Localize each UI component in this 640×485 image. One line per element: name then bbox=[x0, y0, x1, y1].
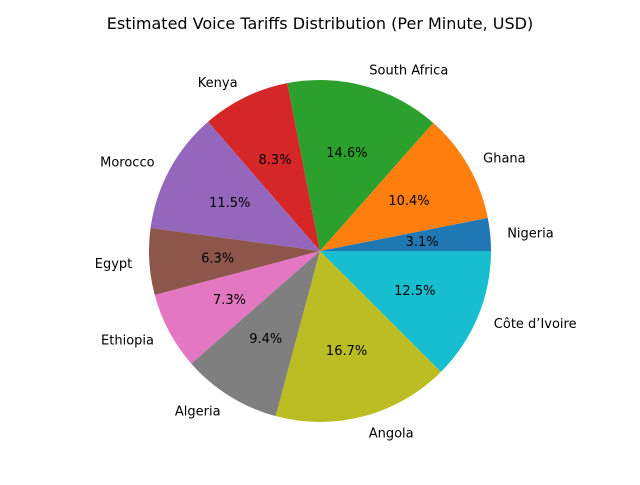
slice-percent-label: 3.1% bbox=[406, 235, 439, 250]
pie-slice-algeria bbox=[191, 251, 320, 417]
pie-slice-morocco bbox=[150, 121, 320, 252]
slice-percent-label: 6.3% bbox=[201, 251, 234, 266]
slice-label: Egypt bbox=[95, 257, 133, 272]
slice-label: South Africa bbox=[369, 63, 448, 78]
slice-percent-label: 8.3% bbox=[259, 153, 292, 168]
slice-percent-label: 14.6% bbox=[326, 146, 367, 161]
slice-label: Morocco bbox=[100, 156, 154, 171]
slice-label: Algeria bbox=[175, 405, 221, 420]
pie-slice-south-africa bbox=[287, 80, 434, 251]
slice-label: Angola bbox=[369, 427, 414, 442]
pie-slice-c-te-d-ivoire bbox=[320, 251, 491, 372]
slice-label: Ethiopia bbox=[101, 333, 154, 348]
pie-slice-ethiopia bbox=[154, 251, 320, 364]
slice-percent-label: 11.5% bbox=[209, 196, 250, 211]
pie-slice-egypt bbox=[149, 227, 320, 296]
pie-slice-nigeria bbox=[320, 217, 491, 251]
slice-percent-label: 10.4% bbox=[388, 194, 429, 209]
slice-label: Côte d’Ivoire bbox=[494, 317, 577, 332]
slice-percent-label: 12.5% bbox=[394, 284, 435, 299]
slice-label: Ghana bbox=[483, 151, 525, 166]
pie-slice-angola bbox=[275, 251, 442, 422]
pie-slice-kenya bbox=[208, 83, 320, 251]
slice-percent-label: 16.7% bbox=[326, 344, 367, 359]
slice-label: Nigeria bbox=[507, 227, 554, 242]
slice-label: Kenya bbox=[198, 76, 238, 91]
pie-slice-ghana bbox=[320, 122, 488, 252]
slice-percent-label: 9.4% bbox=[249, 332, 282, 347]
slice-percent-label: 7.3% bbox=[213, 293, 246, 308]
chart-title: Estimated Voice Tariffs Distribution (Pe… bbox=[107, 14, 533, 33]
